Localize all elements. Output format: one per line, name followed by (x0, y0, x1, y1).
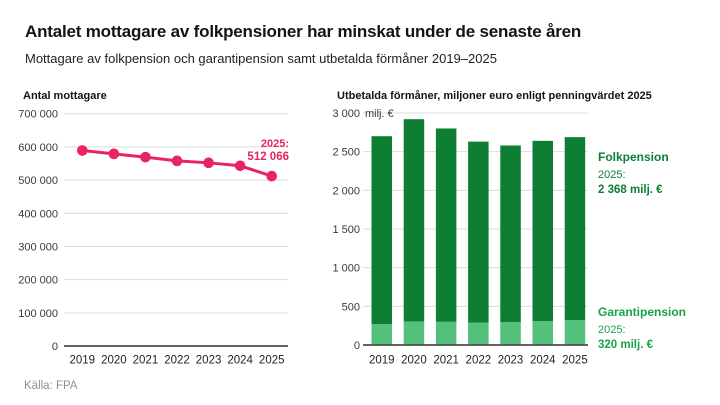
folkpension-annotation: Folkpension 2025: 2 368 milj. € (598, 150, 669, 197)
y-tick-label: 2 500 (332, 147, 360, 159)
y-tick-label: 700 000 (18, 109, 58, 121)
bar-segment-garantipension (532, 321, 553, 345)
y-tick-label: 3 000 (332, 108, 360, 120)
y-tick-label: 400 000 (18, 208, 58, 220)
bar-segment-folkpension (532, 140, 553, 322)
data-point (266, 170, 278, 182)
line-annotation-2025: 2025: 512 066 (223, 138, 289, 165)
x-tick-label: 2024 (530, 355, 556, 367)
data-point (234, 160, 246, 172)
folkpension-annotation-title: Folkpension (598, 150, 669, 164)
y-tick-label: 0 (52, 341, 58, 353)
x-tick-label: 2023 (498, 355, 524, 367)
garantipension-annotation-year: 2025: (598, 324, 626, 336)
bar-segment-folkpension (371, 136, 392, 325)
y-tick-label: 1 500 (332, 224, 360, 236)
y-tick-label: 600 000 (18, 142, 58, 154)
x-tick-label: 2019 (369, 355, 395, 367)
data-point (203, 157, 214, 169)
x-tick-label: 2022 (164, 355, 190, 367)
bar-segment-garantipension (435, 321, 457, 345)
folkpension-annotation-year: 2025: (598, 169, 626, 181)
y-tick-label: 0 (354, 340, 360, 352)
y-tick-label: 500 000 (18, 175, 58, 187)
line-chart-title: Antal mottagare (23, 90, 107, 102)
bar-segment-folkpension (500, 145, 521, 323)
stacked-bar-chart-utbetalda-formaner: 3 000 milj. € 2 500 2 000 1 500 1 000 500 0 2019… (332, 108, 588, 367)
garantipension-annotation: Garantipension 2025: 320 milj. € (598, 305, 686, 352)
bar-segment-garantipension (564, 320, 586, 345)
line-annotation-value: 512 066 (247, 150, 289, 163)
bar-segment-garantipension (500, 322, 521, 345)
data-point (171, 155, 183, 167)
folkpension-annotation-value: 2 368 milj. € (598, 183, 663, 196)
x-tick-label: 2023 (196, 355, 222, 367)
x-tick-label: 2019 (70, 355, 96, 367)
y-tick-label: 100 000 (18, 308, 58, 320)
y-tick-label: 1 000 (332, 263, 360, 275)
bar-segment-garantipension (468, 322, 489, 345)
x-tick-label: 2021 (133, 355, 159, 367)
data-point (140, 151, 151, 163)
y-tick-label: 300 000 (18, 241, 58, 253)
page-title: Antalet mottagare av folkpensioner har m… (25, 22, 582, 41)
bar-segment-folkpension (468, 141, 489, 323)
x-tick-label: 2021 (433, 355, 459, 367)
line-annotation-year: 2025: (260, 138, 289, 150)
x-tick-label: 2025 (562, 355, 588, 367)
bar-segment-garantipension (403, 321, 425, 345)
x-tick-label: 2025 (259, 355, 285, 367)
bar-segment-folkpension (435, 128, 457, 322)
page-subtitle: Mottagare av folkpension och garantipens… (25, 51, 497, 66)
x-tick-label: 2020 (401, 355, 427, 367)
bar-segment-folkpension (564, 137, 586, 321)
x-tick-label: 2022 (466, 355, 492, 367)
garantipension-annotation-value: 320 milj. € (598, 338, 653, 351)
line-chart-antal-mottagare: 700 000 600 000 500 000 400 000 300 000 200 0… (18, 109, 288, 367)
bar-segment-folkpension (403, 119, 425, 322)
y-tick-suffix: milj. € (365, 108, 394, 120)
bar-segment-garantipension (371, 324, 392, 345)
data-point (77, 145, 88, 156)
bar-chart-title: Utbetalda förmåner, miljoner euro enligt… (337, 90, 652, 102)
y-tick-label: 200 000 (18, 275, 58, 287)
y-tick-label: 2 000 (332, 185, 360, 197)
x-tick-label: 2024 (227, 355, 253, 367)
data-point (108, 148, 120, 160)
source-caption: Källa: FPA (24, 380, 78, 392)
x-tick-label: 2020 (101, 355, 127, 367)
y-tick-label: 500 (342, 301, 360, 313)
garantipension-annotation-title: Garantipension (598, 305, 687, 319)
